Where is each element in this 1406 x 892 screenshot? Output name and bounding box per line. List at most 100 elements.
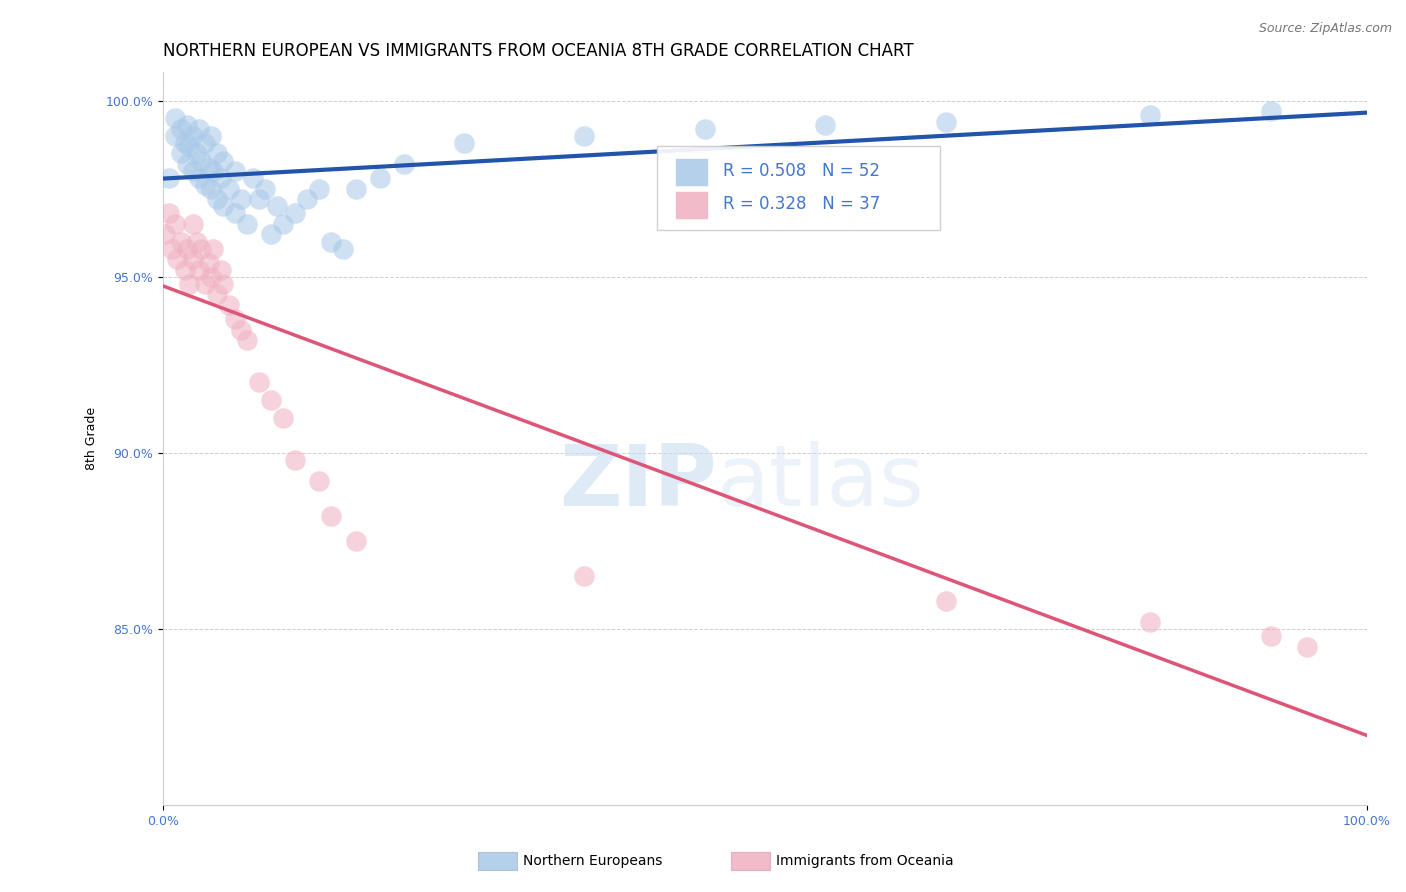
Point (163, 217, 186, 231)
Point (200, 269, 222, 284)
Point (202, 164, 225, 178)
Point (1139, 108, 1161, 122)
Point (308, 474, 330, 488)
Point (271, 410, 294, 425)
Point (209, 171, 232, 186)
FancyBboxPatch shape (675, 158, 709, 186)
Point (179, 277, 201, 291)
Point (194, 277, 217, 291)
Point (693, 121, 716, 136)
Point (332, 242, 354, 256)
Point (247, 376, 270, 390)
Point (284, 453, 307, 467)
Text: Source: ZipAtlas.com: Source: ZipAtlas.com (1258, 22, 1392, 36)
Point (224, 164, 246, 178)
Text: NORTHERN EUROPEAN VS IMMIGRANTS FROM OCEANIA 8TH GRADE CORRELATION CHART: NORTHERN EUROPEAN VS IMMIGRANTS FROM OCE… (163, 42, 914, 60)
Point (212, 277, 235, 291)
Text: ZIP: ZIP (560, 442, 717, 524)
Point (166, 252, 188, 267)
Point (190, 242, 212, 256)
Point (218, 298, 240, 312)
Point (1260, 629, 1282, 643)
FancyBboxPatch shape (657, 145, 939, 230)
Point (176, 157, 198, 171)
Point (188, 121, 211, 136)
Point (321, 235, 343, 249)
Point (173, 136, 195, 150)
Point (344, 533, 367, 548)
Point (197, 255, 219, 269)
Point (163, 128, 186, 143)
Point (271, 217, 294, 231)
Text: atlas: atlas (717, 442, 925, 524)
Point (218, 182, 240, 196)
Point (188, 262, 211, 277)
Point (574, 569, 596, 583)
Point (392, 157, 415, 171)
Point (176, 118, 198, 132)
Y-axis label: 8th Grade: 8th Grade (86, 408, 98, 470)
Point (297, 192, 319, 206)
Point (236, 333, 259, 347)
Point (179, 139, 201, 153)
Point (260, 393, 283, 408)
Point (368, 171, 391, 186)
FancyBboxPatch shape (675, 191, 709, 219)
Point (200, 128, 222, 143)
Point (284, 206, 307, 220)
Point (205, 287, 228, 301)
Point (236, 217, 259, 231)
Point (254, 182, 277, 196)
Point (202, 242, 225, 256)
Point (170, 121, 193, 136)
Point (170, 235, 193, 249)
Point (224, 312, 246, 326)
Point (205, 192, 228, 206)
Point (344, 182, 367, 196)
Point (212, 153, 235, 168)
Text: Immigrants from Oceania: Immigrants from Oceania (776, 854, 953, 868)
Point (176, 242, 198, 256)
Point (242, 171, 264, 186)
Point (266, 199, 288, 213)
Point (188, 171, 211, 186)
Point (194, 178, 217, 193)
Point (163, 112, 186, 126)
Point (181, 252, 204, 267)
Point (260, 227, 283, 242)
Point (157, 171, 180, 186)
Point (574, 128, 596, 143)
Point (935, 594, 957, 608)
Text: R = 0.328   N = 37: R = 0.328 N = 37 (723, 195, 880, 213)
Point (1260, 104, 1282, 119)
Point (1139, 615, 1161, 629)
Point (321, 509, 343, 524)
Point (186, 146, 208, 161)
Point (200, 182, 222, 196)
Point (186, 235, 208, 249)
Point (247, 192, 270, 206)
Point (197, 161, 219, 175)
Point (308, 182, 330, 196)
Point (173, 262, 195, 277)
Point (814, 118, 837, 132)
Point (1295, 640, 1317, 654)
Point (181, 164, 204, 178)
Point (229, 192, 252, 206)
Point (181, 217, 204, 231)
Point (229, 323, 252, 337)
Point (205, 146, 228, 161)
Point (935, 114, 957, 128)
Point (162, 242, 184, 256)
Point (190, 153, 212, 168)
Point (453, 136, 475, 150)
Point (212, 199, 235, 213)
Point (155, 227, 177, 242)
Point (157, 206, 180, 220)
Text: R = 0.508   N = 52: R = 0.508 N = 52 (723, 162, 880, 180)
Point (181, 128, 204, 143)
Point (170, 146, 193, 161)
Point (209, 262, 232, 277)
Text: Northern Europeans: Northern Europeans (523, 854, 662, 868)
Point (224, 206, 246, 220)
